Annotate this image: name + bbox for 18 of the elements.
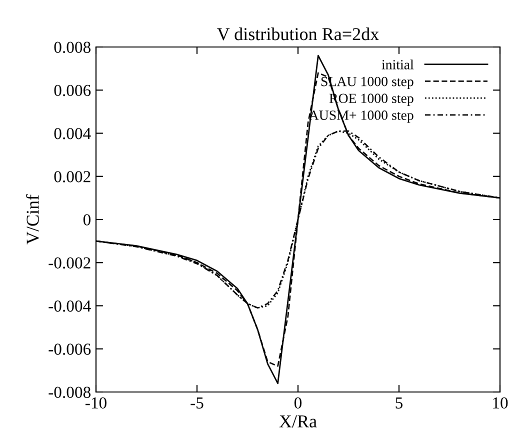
- legend-label: initial: [382, 60, 414, 70]
- y-tick-label: 0.008: [54, 42, 91, 54]
- y-tick-label: -0.006: [48, 344, 91, 355]
- y-tick-label: -0.002: [48, 257, 90, 269]
- y-tick-label: -0.004: [48, 300, 91, 312]
- x-tick-label: -5: [190, 398, 204, 409]
- y-tick-label: 0.004: [54, 128, 91, 140]
- x-tick-label: -10: [86, 397, 106, 409]
- chart-title: V distribution Ra=2dx: [217, 28, 379, 40]
- x-tick-label: 10: [493, 397, 508, 409]
- y-tick-label: 0.006: [54, 84, 91, 96]
- x-axis-title: X/Ra: [279, 415, 317, 428]
- y-tick-label: 0.002: [54, 171, 90, 182]
- x-tick-label: 5: [396, 398, 403, 409]
- x-tick-label: 0: [294, 397, 302, 409]
- y-tick-label: -0.008: [48, 386, 91, 398]
- y-tick-label: 0: [83, 214, 91, 226]
- y-axis-title: V/Cinf: [26, 194, 39, 244]
